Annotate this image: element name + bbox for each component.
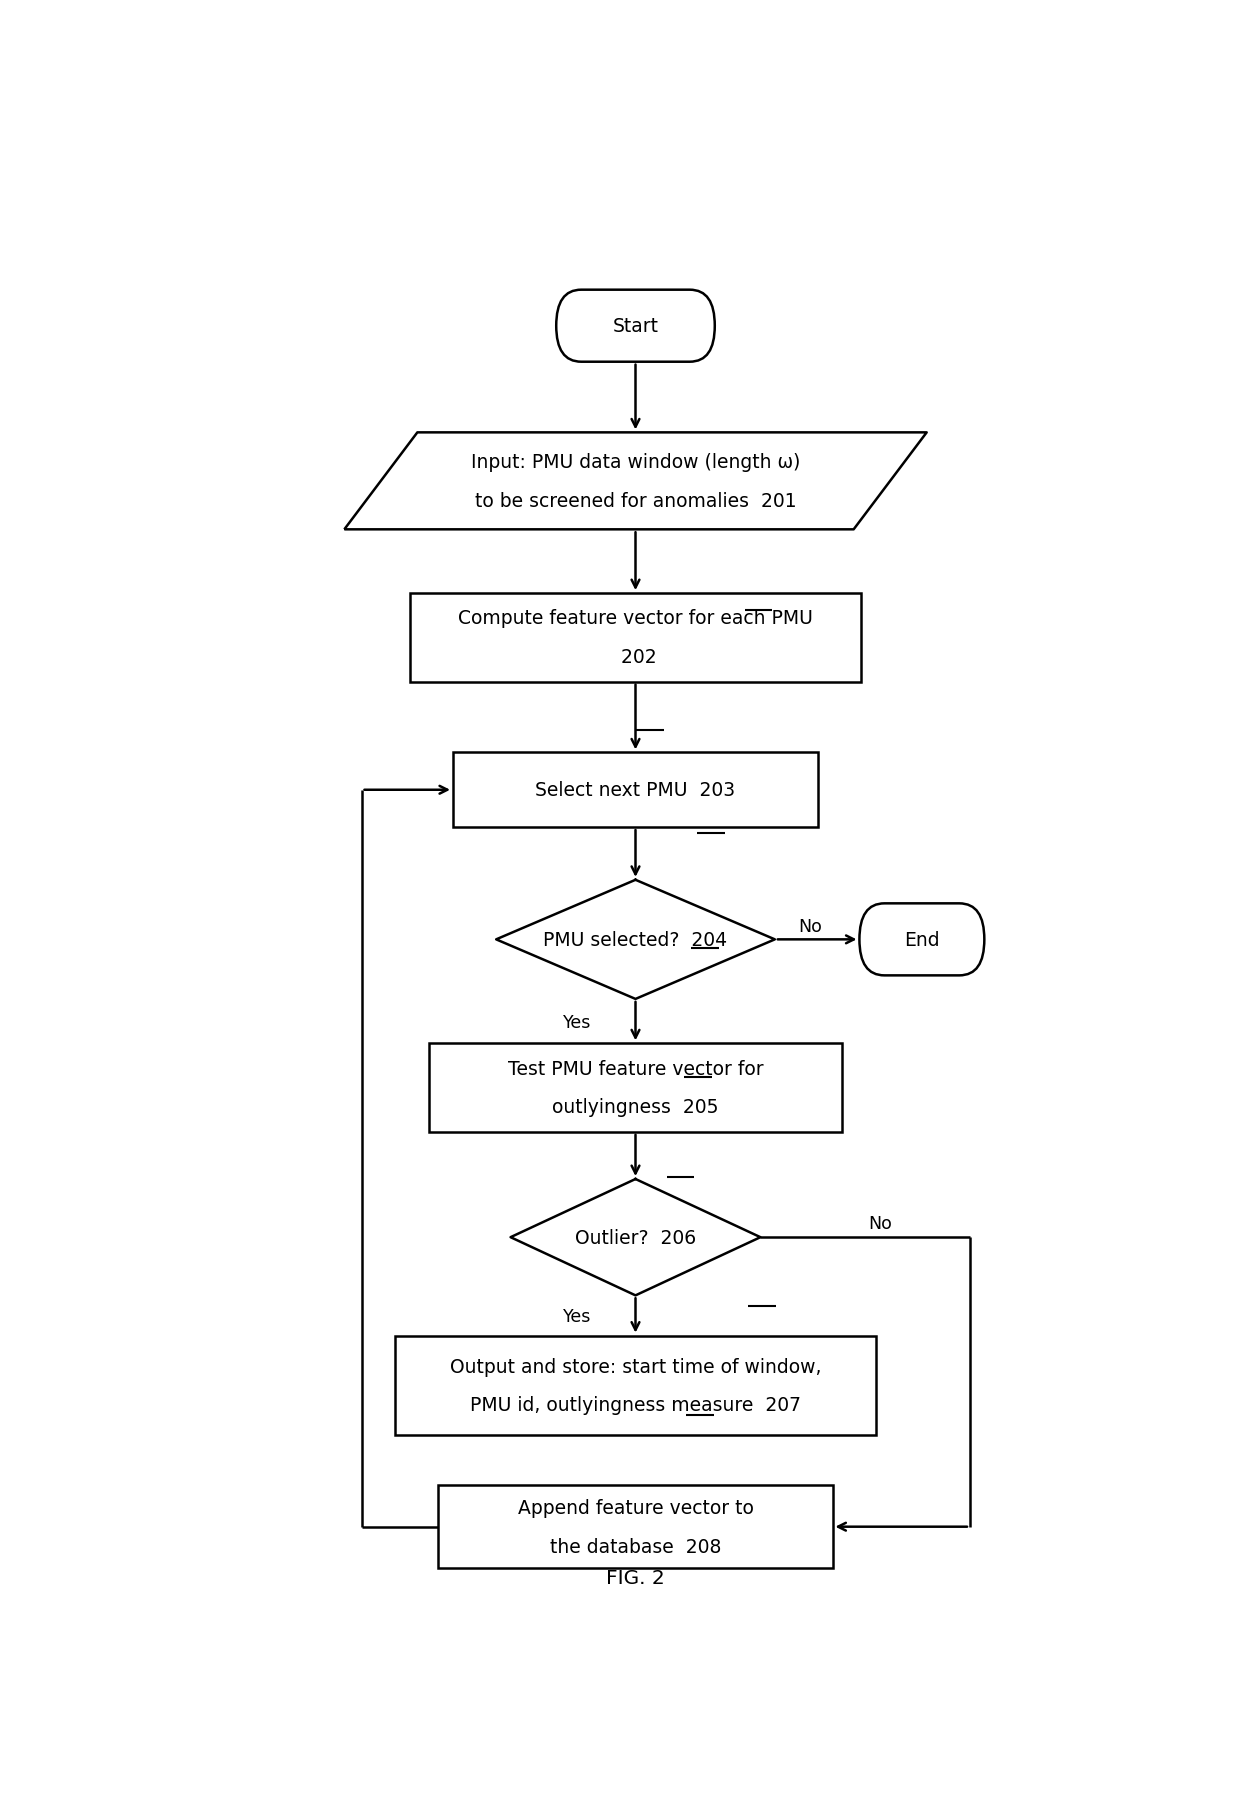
FancyBboxPatch shape (859, 904, 985, 976)
Text: FIG. 2: FIG. 2 (606, 1568, 665, 1588)
Text: outlyingness  205: outlyingness 205 (552, 1099, 719, 1117)
Text: End: End (904, 930, 940, 949)
Text: Select next PMU  203: Select next PMU 203 (536, 780, 735, 800)
Text: Compute feature vector for each PMU: Compute feature vector for each PMU (458, 610, 813, 628)
Text: PMU id, outlyingness measure  207: PMU id, outlyingness measure 207 (470, 1395, 801, 1415)
Bar (409, 593, 862, 681)
Bar (429, 1043, 842, 1133)
Bar (453, 753, 818, 827)
FancyBboxPatch shape (557, 291, 714, 363)
Bar (396, 1336, 875, 1435)
Bar (439, 1485, 832, 1568)
Text: No: No (799, 917, 822, 935)
Text: Append feature vector to: Append feature vector to (517, 1498, 754, 1518)
Polygon shape (345, 433, 926, 530)
Polygon shape (496, 881, 775, 1000)
Text: the database  208: the database 208 (549, 1537, 722, 1555)
Polygon shape (511, 1179, 760, 1296)
Text: PMU selected?  204: PMU selected? 204 (543, 930, 728, 949)
Text: 202: 202 (615, 647, 656, 667)
Text: Yes: Yes (563, 1307, 591, 1325)
Text: Outlier?  206: Outlier? 206 (575, 1228, 696, 1248)
Text: Test PMU feature vector for: Test PMU feature vector for (507, 1059, 764, 1079)
Text: Yes: Yes (563, 1014, 591, 1032)
Text: Input: PMU data window (length ω): Input: PMU data window (length ω) (471, 453, 800, 471)
Text: Start: Start (613, 316, 658, 336)
Text: Output and store: start time of window,: Output and store: start time of window, (450, 1357, 821, 1375)
Text: No: No (868, 1215, 892, 1233)
Text: to be screened for anomalies  201: to be screened for anomalies 201 (475, 491, 796, 511)
